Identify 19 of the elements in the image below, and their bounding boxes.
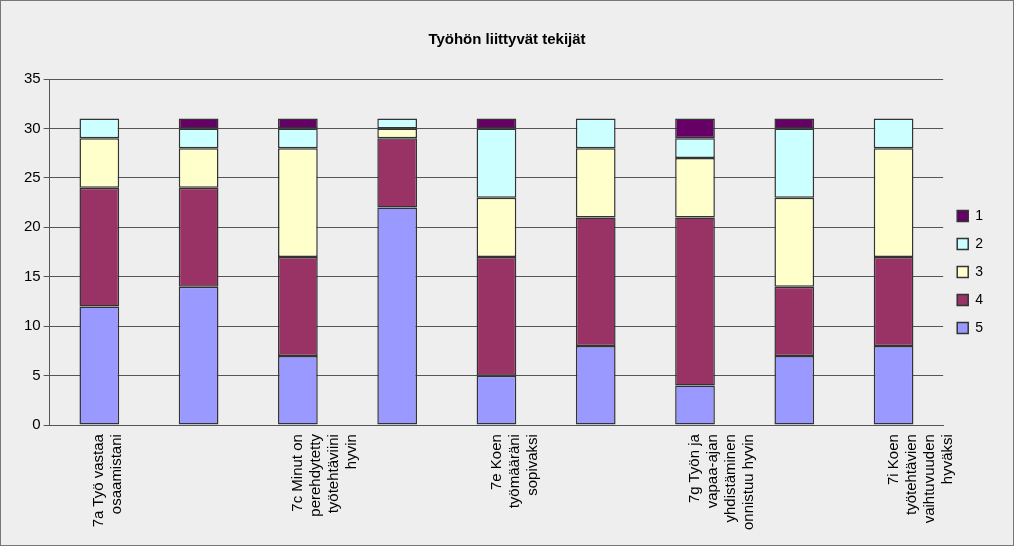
y-tick-label: 0: [32, 415, 41, 433]
y-tick-label: 15: [24, 266, 41, 284]
y-tick-label: 35: [24, 69, 41, 87]
y-tick-label: 10: [24, 316, 41, 334]
x-tick-label: 7i Koen työtehtävien vaihtuvuuden hyväksi: [883, 434, 955, 524]
y-tick-label: 5: [32, 365, 41, 383]
legend-label: 3: [975, 262, 984, 279]
legend-label: 2: [975, 234, 984, 251]
x-tick-label: 7c Minut on perehdytetty työtehtäviini hyvin: [288, 433, 360, 517]
legend-label: 1: [975, 206, 984, 223]
legend-label: 4: [975, 290, 984, 307]
y-tick-label: 30: [24, 118, 41, 136]
x-tick-label: 7e Koen työmääräni sopivaksi: [486, 434, 540, 509]
y-tick-label: 25: [24, 168, 41, 186]
y-tick-label: 20: [24, 217, 41, 235]
chart-title: Työhön liittyvät tekijät: [428, 30, 586, 48]
x-tick-label: 7g Työn ja vapaa-ajan yhdistäminen onnistuu hyvin: [685, 433, 757, 531]
x-tick-label: 7a Työ vastaa osaamistani: [89, 433, 125, 528]
legend-label: 5: [975, 318, 984, 335]
